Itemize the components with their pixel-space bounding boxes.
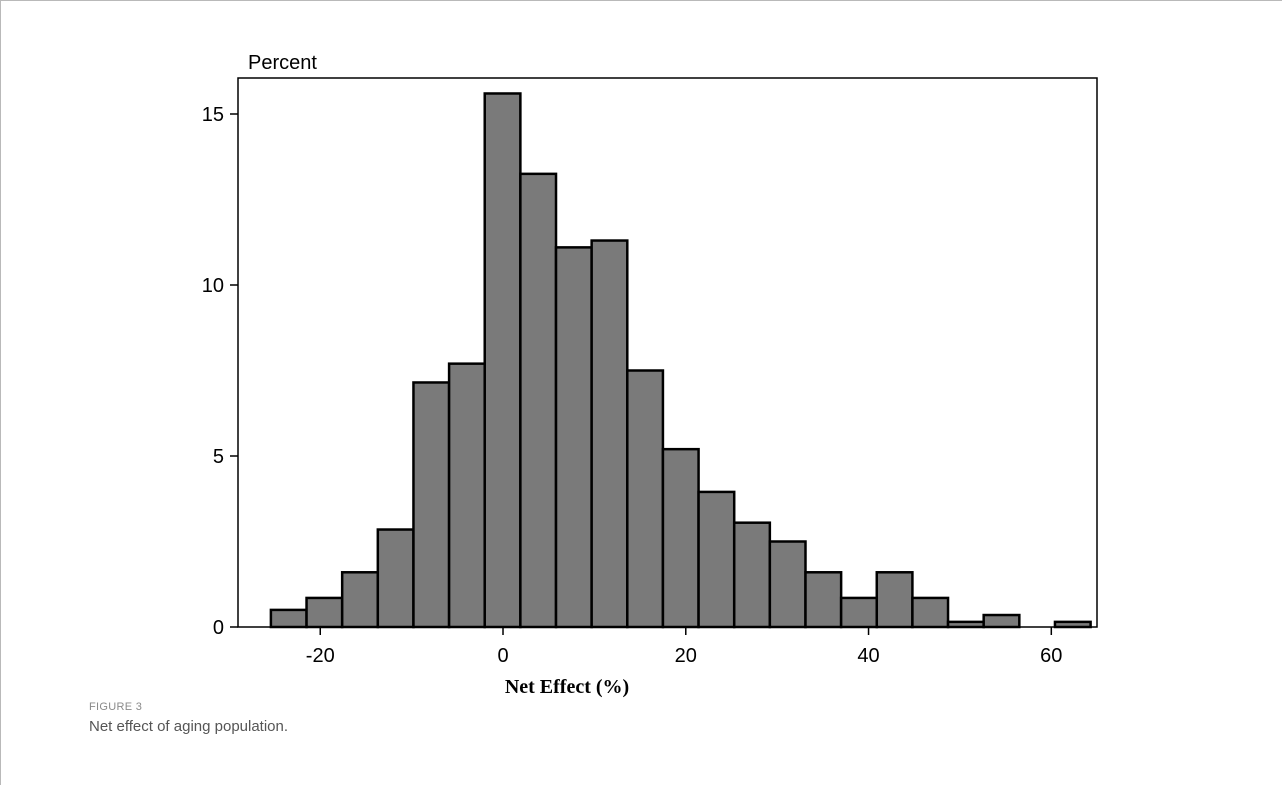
histogram-bar <box>590 239 629 629</box>
histogram-bar <box>412 381 451 629</box>
histogram-bar <box>839 596 879 629</box>
x-tick-label: -20 <box>306 645 335 667</box>
y-axis-label: Percent <box>248 52 317 74</box>
histogram-bar <box>1053 620 1092 629</box>
histogram-chart: -20 0 20 40 60 0 5 10 15 Percent Net Effect (%) <box>202 52 1098 698</box>
histogram-bar <box>519 172 558 629</box>
histogram-bar <box>732 521 772 629</box>
x-tick-label: 20 <box>675 645 697 667</box>
histogram-bar <box>626 369 665 629</box>
histogram-bar <box>376 528 415 629</box>
figure-label: FIGURE 3 <box>89 701 143 713</box>
histogram-bar <box>768 540 807 629</box>
x-axis: -20 0 20 40 60 <box>306 627 1062 667</box>
histogram-bar <box>447 362 486 629</box>
x-axis-label: Net Effect (%) <box>505 676 629 698</box>
y-axis: 0 5 10 15 <box>202 104 238 639</box>
figure-frame-left <box>0 0 1 785</box>
x-tick-label: 40 <box>857 645 879 667</box>
histogram-bar <box>340 571 380 629</box>
histogram-bar <box>661 447 700 629</box>
histogram-bar <box>911 596 950 629</box>
x-tick-label: 60 <box>1040 645 1062 667</box>
histogram-bar <box>982 613 1021 629</box>
histogram-bar <box>483 92 522 629</box>
figure-caption: Net effect of aging population. <box>89 718 289 735</box>
histogram-bar <box>305 596 344 629</box>
y-tick-label: 15 <box>202 104 224 126</box>
y-tick-label: 0 <box>213 617 224 639</box>
histogram-bar <box>269 608 308 629</box>
y-tick-label: 5 <box>213 446 224 468</box>
histogram-bar <box>875 571 914 629</box>
histogram-bar <box>554 246 593 629</box>
histogram-bar <box>946 620 985 629</box>
x-tick-label: 0 <box>497 645 508 667</box>
histogram-bar <box>697 490 736 629</box>
histogram-bar <box>804 571 843 629</box>
figure-frame-top <box>0 0 1282 1</box>
y-tick-label: 10 <box>202 275 224 297</box>
histogram-bars <box>269 92 1092 629</box>
